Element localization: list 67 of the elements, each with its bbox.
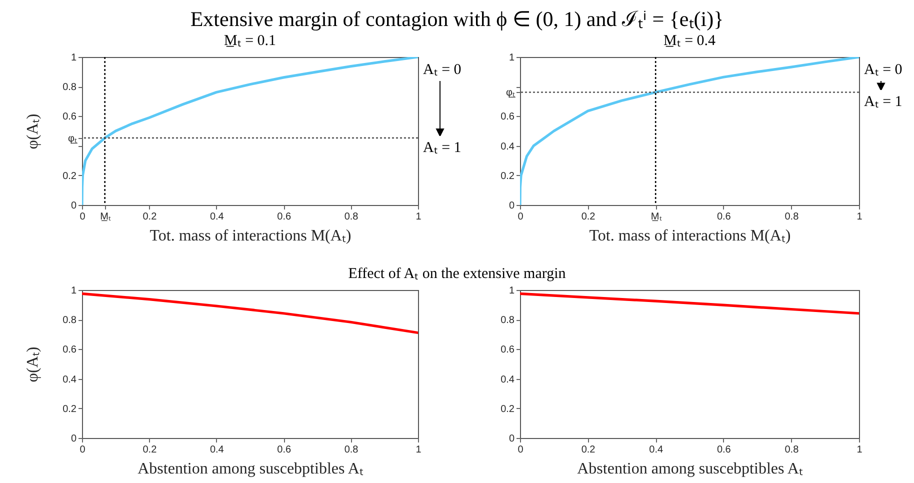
x-axis-title: Tot. mass of interactions M(Aₜ) [150,228,352,244]
x-axis-title: Abstention among suscebptibles Aₜ [577,460,803,478]
text: Aₜ = 0 [423,62,462,78]
x-tick-label: 0.6 [277,212,292,222]
text: Effect of Aₜ on the extensive margin [347,265,567,283]
y-tick-label: 0 [70,434,77,444]
y-tick-label: φ̲ₜ [68,133,78,144]
x-tick-label: 1 [416,444,422,456]
x-tick-label: 0.6 [716,212,732,222]
x-tick-label: 0.2 [581,444,596,456]
y-tick-label: 0.6 [62,344,77,356]
x-tick-label: 0.8 [344,444,359,456]
x-tick-label: 0.8 [344,212,359,222]
line-series [520,57,859,205]
y-tick-label: 0.8 [62,315,77,326]
line-series [82,292,418,334]
x-tick-label: 0 [518,444,524,456]
x-tick-label: 0 [80,212,86,222]
y-axis-title: φ(Aₜ) [24,346,42,382]
x-tick-label: 0.2 [142,444,158,456]
y-tick-label: 1 [508,52,515,64]
x-tick-label: 1 [856,212,863,222]
chart-title: Extensive margin of contagion with ϕ ∈ (0, 1) and ℐₜⁱ = {eₜ(i)} [189,6,725,32]
y-tick-label: 1 [70,286,77,296]
x-tick-label: 0 [518,212,524,222]
x-axis-title: Abstention among suscebptibles Aₜ [138,460,364,478]
y-tick-label: 0.2 [62,170,77,182]
y-tick-label: 1 [70,52,77,64]
y-tick-label: 0.4 [500,374,515,386]
x-tick-label: 0.8 [784,444,800,456]
y-tick-label: 0.8 [62,82,77,94]
x-tick-label: 0 [80,444,86,456]
y-tick-label: 0.4 [500,141,515,152]
x-tick-label: M̲ₜ [650,212,662,222]
x-axis-title: Tot. mass of interactions M(Aₜ) [589,228,791,244]
text: Aₜ = 1 [423,140,462,156]
x-tick-label: 0.2 [142,212,158,222]
chart-title: M̲ₜ = 0.4 [663,33,716,49]
y-axis-title: φ(Aₜ) [24,114,42,150]
y-tick-label: 0.2 [500,404,515,415]
y-tick-label: 1 [508,286,515,296]
y-tick-label: 0.4 [62,374,77,386]
x-tick-label: 0.2 [581,212,596,222]
y-tick-label: 0 [70,200,77,212]
x-tick-label: 0.6 [277,444,292,456]
y-tick-label: 0.6 [500,344,515,356]
x-tick-label: M̲ₜ [100,212,112,222]
text: Aₜ = 0 [864,62,902,78]
y-tick-label: φ̲ₜ [506,88,516,99]
y-tick-label: 0 [508,434,515,444]
x-tick-label: 0.4 [210,444,224,456]
x-tick-label: 1 [856,444,863,456]
y-tick-label: 0.8 [500,315,515,326]
x-tick-label: 0.4 [649,444,664,456]
y-tick-label: 0.6 [62,112,77,123]
line-series [82,57,418,205]
text: Aₜ = 1 [864,94,902,110]
y-tick-label: 0.2 [500,170,515,182]
y-tick-label: 0.2 [62,404,77,415]
line-series [520,292,859,315]
x-tick-label: 0.6 [716,444,732,456]
x-tick-label: 0.8 [784,212,800,222]
x-tick-label: 1 [416,212,422,222]
chart-subtitle: M̲ₜ = 0.1 [224,33,276,49]
y-tick-label: 0.6 [500,112,515,123]
x-tick-label: 0.4 [210,212,224,222]
y-tick-label: 0 [508,200,515,212]
